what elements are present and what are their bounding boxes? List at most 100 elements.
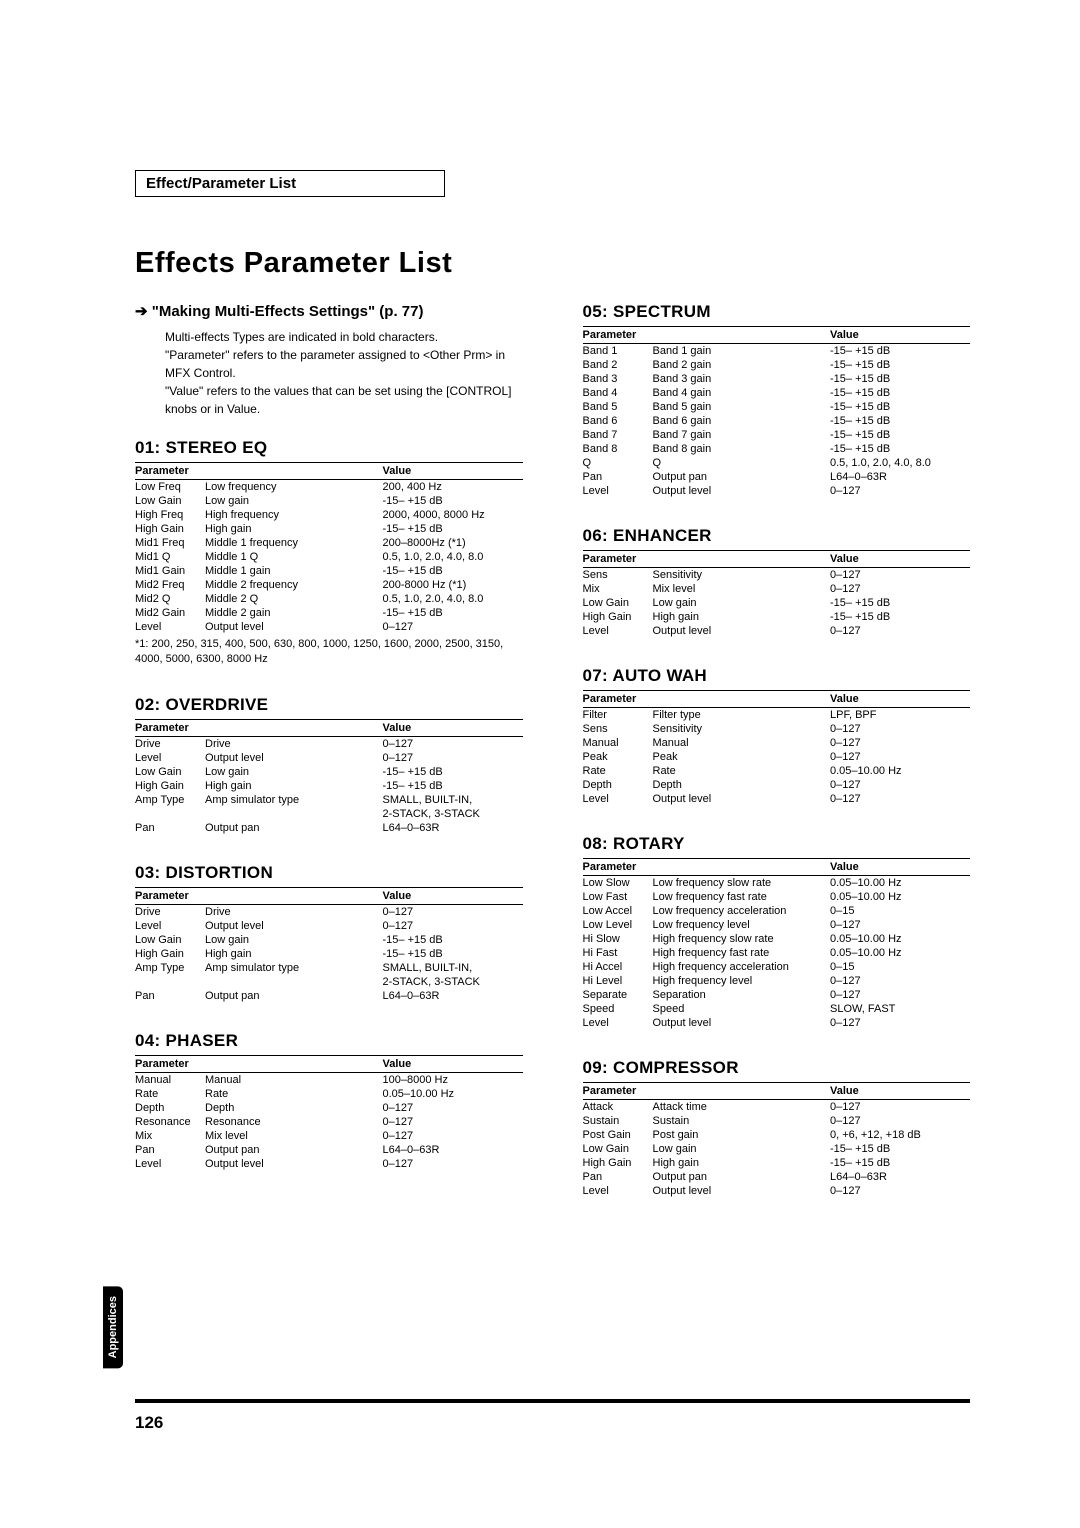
table-cell: Low Gain bbox=[135, 933, 205, 947]
table-header: Parameter bbox=[583, 327, 653, 344]
table-cell: -15– +15 dB bbox=[383, 606, 523, 620]
table-cell: Mid1 Q bbox=[135, 550, 205, 564]
table-row: LevelOutput level0–127 bbox=[583, 792, 971, 806]
table-cell: Post Gain bbox=[583, 1128, 653, 1142]
parameter-section: 05: SPECTRUMParameterValueBand 1Band 1 g… bbox=[583, 302, 971, 498]
header-box: Effect/Parameter List bbox=[135, 170, 445, 197]
table-cell: Low Gain bbox=[583, 1142, 653, 1156]
table-row: LevelOutput level0–127 bbox=[583, 1184, 971, 1198]
table-header: Parameter bbox=[135, 887, 205, 904]
table-row: SensSensitivity0–127 bbox=[583, 568, 971, 583]
table-cell: Low gain bbox=[205, 494, 383, 508]
table-cell: Mix level bbox=[653, 582, 831, 596]
parameter-table: ParameterValueAttackAttack time0–127Sust… bbox=[583, 1082, 971, 1198]
table-cell: Output level bbox=[205, 919, 383, 933]
table-row: ResonanceResonance0–127 bbox=[135, 1115, 523, 1129]
table-cell: Sustain bbox=[583, 1114, 653, 1128]
table-cell: Band 3 gain bbox=[653, 372, 831, 386]
table-cell: Band 1 bbox=[583, 344, 653, 359]
table-cell: 0–15 bbox=[830, 904, 970, 918]
table-row: High GainHigh gain-15– +15 dB bbox=[135, 779, 523, 793]
table-cell: 0–127 bbox=[830, 918, 970, 932]
table-cell: Band 4 bbox=[583, 386, 653, 400]
table-cell: Mid2 Freq bbox=[135, 578, 205, 592]
table-cell: High gain bbox=[653, 1156, 831, 1170]
table-header: Value bbox=[830, 859, 970, 876]
intro-line: Multi-effects Types are indicated in bol… bbox=[165, 328, 523, 346]
table-cell: 0–127 bbox=[830, 624, 970, 638]
table-cell: Peak bbox=[653, 750, 831, 764]
table-cell: Filter type bbox=[653, 708, 831, 723]
table-cell: 0.5, 1.0, 2.0, 4.0, 8.0 bbox=[830, 456, 970, 470]
table-cell: L64–0–63R bbox=[830, 1170, 970, 1184]
table-cell: Depth bbox=[135, 1101, 205, 1115]
table-row: LevelOutput level0–127 bbox=[583, 484, 971, 498]
table-row: Low AccelLow frequency acceleration0–15 bbox=[583, 904, 971, 918]
table-cell: 0.5, 1.0, 2.0, 4.0, 8.0 bbox=[383, 550, 523, 564]
table-cell: Band 2 bbox=[583, 358, 653, 372]
table-cell: 0–127 bbox=[830, 582, 970, 596]
table-row: Hi LevelHigh frequency level0–127 bbox=[583, 974, 971, 988]
table-cell: Low gain bbox=[205, 765, 383, 779]
table-row: LevelOutput level0–127 bbox=[583, 1016, 971, 1030]
table-cell: High gain bbox=[205, 522, 383, 536]
table-cell: Amp simulator type bbox=[205, 961, 383, 975]
table-cell: High frequency fast rate bbox=[653, 946, 831, 960]
table-row: Hi AccelHigh frequency acceleration0–15 bbox=[583, 960, 971, 974]
table-cell: Depth bbox=[583, 778, 653, 792]
parameter-section: 07: AUTO WAHParameterValueFilterFilter t… bbox=[583, 666, 971, 806]
table-cell: Output pan bbox=[205, 821, 383, 835]
table-cell: Drive bbox=[205, 736, 383, 751]
section-title: 08: ROTARY bbox=[583, 834, 971, 854]
parameter-table: ParameterValueFilterFilter typeLPF, BPFS… bbox=[583, 690, 971, 806]
table-cell: Band 2 gain bbox=[653, 358, 831, 372]
table-cell: -15– +15 dB bbox=[383, 494, 523, 508]
table-row: FilterFilter typeLPF, BPF bbox=[583, 708, 971, 723]
table-cell: -15– +15 dB bbox=[383, 564, 523, 578]
table-row: Mid2 FreqMiddle 2 frequency200-8000 Hz (… bbox=[135, 578, 523, 592]
table-cell: Band 6 bbox=[583, 414, 653, 428]
table-cell: Middle 1 Q bbox=[205, 550, 383, 564]
table-row: Mid1 QMiddle 1 Q0.5, 1.0, 2.0, 4.0, 8.0 bbox=[135, 550, 523, 564]
table-cell: Level bbox=[583, 484, 653, 498]
table-row: LevelOutput level0–127 bbox=[135, 919, 523, 933]
table-cell: Manual bbox=[135, 1072, 205, 1087]
table-cell: Low gain bbox=[653, 596, 831, 610]
table-cell: Band 1 gain bbox=[653, 344, 831, 359]
parameter-table: ParameterValueDriveDrive0–127LevelOutput… bbox=[135, 719, 523, 835]
table-cell: 200, 400 Hz bbox=[383, 480, 523, 495]
table-row: DriveDrive0–127 bbox=[135, 904, 523, 919]
table-row: AttackAttack time0–127 bbox=[583, 1100, 971, 1115]
table-header: Parameter bbox=[135, 719, 205, 736]
page-number: 126 bbox=[135, 1413, 163, 1433]
table-row: Amp TypeAmp simulator typeSMALL, BUILT-I… bbox=[135, 793, 523, 807]
table-row: Hi FastHigh frequency fast rate0.05–10.0… bbox=[583, 946, 971, 960]
table-row: Low SlowLow frequency slow rate0.05–10.0… bbox=[583, 876, 971, 891]
table-header: Value bbox=[830, 327, 970, 344]
table-row: Low FreqLow frequency200, 400 Hz bbox=[135, 480, 523, 495]
table-cell: High frequency level bbox=[653, 974, 831, 988]
parameter-section: 08: ROTARYParameterValueLow SlowLow freq… bbox=[583, 834, 971, 1030]
table-cell: Resonance bbox=[205, 1115, 383, 1129]
table-header bbox=[653, 551, 831, 568]
table-cell: Q bbox=[583, 456, 653, 470]
table-row: SustainSustain0–127 bbox=[583, 1114, 971, 1128]
intro-text: Multi-effects Types are indicated in bol… bbox=[165, 328, 523, 418]
table-cell: Sustain bbox=[653, 1114, 831, 1128]
table-row: MixMix level0–127 bbox=[135, 1129, 523, 1143]
table-header bbox=[653, 859, 831, 876]
parameter-section: 09: COMPRESSORParameterValueAttackAttack… bbox=[583, 1058, 971, 1198]
table-row: Low GainLow gain-15– +15 dB bbox=[583, 596, 971, 610]
table-cell: Rate bbox=[653, 764, 831, 778]
table-row: LevelOutput level0–127 bbox=[583, 624, 971, 638]
table-cell: Output level bbox=[653, 1184, 831, 1198]
table-cell: High frequency acceleration bbox=[653, 960, 831, 974]
table-cell: Middle 2 gain bbox=[205, 606, 383, 620]
table-cell: Hi Slow bbox=[583, 932, 653, 946]
right-column: 05: SPECTRUMParameterValueBand 1Band 1 g… bbox=[583, 302, 971, 1226]
table-cell: Hi Accel bbox=[583, 960, 653, 974]
table-cell: LPF, BPF bbox=[830, 708, 970, 723]
table-row: Band 8Band 8 gain-15– +15 dB bbox=[583, 442, 971, 456]
table-cell: 0–127 bbox=[383, 919, 523, 933]
table-row: PanOutput panL64–0–63R bbox=[135, 1143, 523, 1157]
